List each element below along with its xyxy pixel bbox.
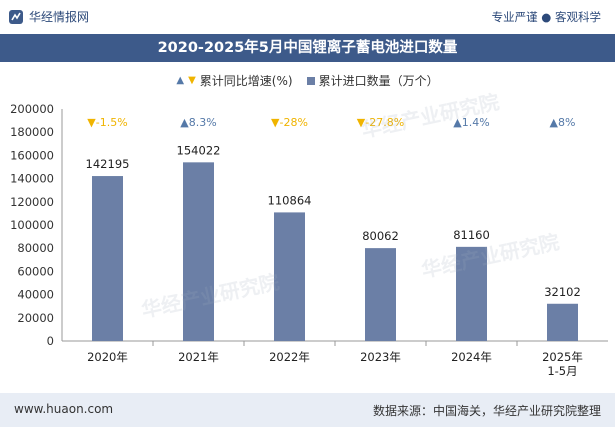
x-tick-label: 2021年 xyxy=(178,350,219,364)
import-bar[interactable] xyxy=(547,303,578,341)
down-triangle-icon: ▼ xyxy=(188,75,196,86)
legend-import-label: 累计进口数量（万个） xyxy=(318,74,439,88)
y-tick-label: 80000 xyxy=(17,241,54,255)
growth-label: ▼-28% xyxy=(271,116,308,129)
chart-legend: ▲ ▼ 累计同比增速(%) 累计进口数量（万个） xyxy=(0,72,615,89)
brand-name: 华经情报网 xyxy=(29,10,90,24)
bar-swatch-icon xyxy=(306,76,315,85)
legend-growth-label: 累计同比增速(%) xyxy=(199,74,293,88)
y-tick-label: 120000 xyxy=(10,195,54,209)
legend-import: 累计进口数量（万个） xyxy=(306,72,439,89)
bar-value-label: 32102 xyxy=(544,285,581,299)
y-tick-label: 200000 xyxy=(10,102,54,116)
footer-source: 数据来源：中国海关，华经产业研究院整理 xyxy=(372,404,601,418)
brand-logo-icon xyxy=(9,9,23,24)
chart-title: 2020-2025年5月中国锂离子蓄电池进口数量 xyxy=(0,34,615,62)
bar-value-label: 81160 xyxy=(453,228,490,242)
growth-label: ▲8.3% xyxy=(180,116,216,129)
y-tick-label: 20000 xyxy=(17,311,54,325)
slogan: 专业严谨 ● 客观科学 xyxy=(491,10,601,24)
growth-label: ▼-27.8% xyxy=(357,116,404,129)
y-tick-label: 40000 xyxy=(17,288,54,302)
y-tick-label: 0 xyxy=(47,334,54,348)
growth-label: ▲1.4% xyxy=(453,116,489,129)
growth-label: ▼-1.5% xyxy=(87,116,127,129)
x-tick-label: 2022年 xyxy=(269,350,310,364)
import-bar[interactable] xyxy=(365,248,396,341)
top-bar: 华经情报网 专业严谨 ● 客观科学 xyxy=(0,0,615,34)
y-tick-label: 60000 xyxy=(17,264,54,278)
footer-url[interactable]: www.huaon.com xyxy=(14,402,114,416)
bar-value-label: 80062 xyxy=(362,229,399,243)
y-tick-label: 100000 xyxy=(10,218,54,232)
brand-logo[interactable]: 华经情报网 xyxy=(8,8,89,25)
x-tick-label: 2025年 xyxy=(542,350,583,364)
bar-value-label: 154022 xyxy=(177,143,221,157)
bar-value-label: 110864 xyxy=(268,193,312,207)
y-tick-label: 180000 xyxy=(10,125,54,139)
x-tick-label: 2020年 xyxy=(87,350,128,364)
import-bar[interactable] xyxy=(92,176,123,341)
bar-chart: 0 20000 40000 60000 80000 100000 120000 140000 1… xyxy=(10,102,608,378)
footer: www.huaon.com 数据来源：中国海关，华经产业研究院整理 xyxy=(0,393,615,427)
import-bar[interactable] xyxy=(183,162,214,341)
y-tick-label: 160000 xyxy=(10,148,54,162)
x-tick-label: 2023年 xyxy=(360,350,401,364)
x-tick-label: 1-5月 xyxy=(547,364,577,378)
x-tick-label: 2024年 xyxy=(451,350,492,364)
up-triangle-icon: ▲ xyxy=(176,75,185,86)
y-tick-label: 140000 xyxy=(10,172,54,186)
import-bar[interactable] xyxy=(274,212,305,341)
growth-label: ▲8% xyxy=(550,116,576,129)
import-bar[interactable] xyxy=(456,246,487,341)
legend-growth: ▲ ▼ 累计同比增速(%) xyxy=(176,72,292,89)
bar-value-label: 142195 xyxy=(86,157,130,171)
